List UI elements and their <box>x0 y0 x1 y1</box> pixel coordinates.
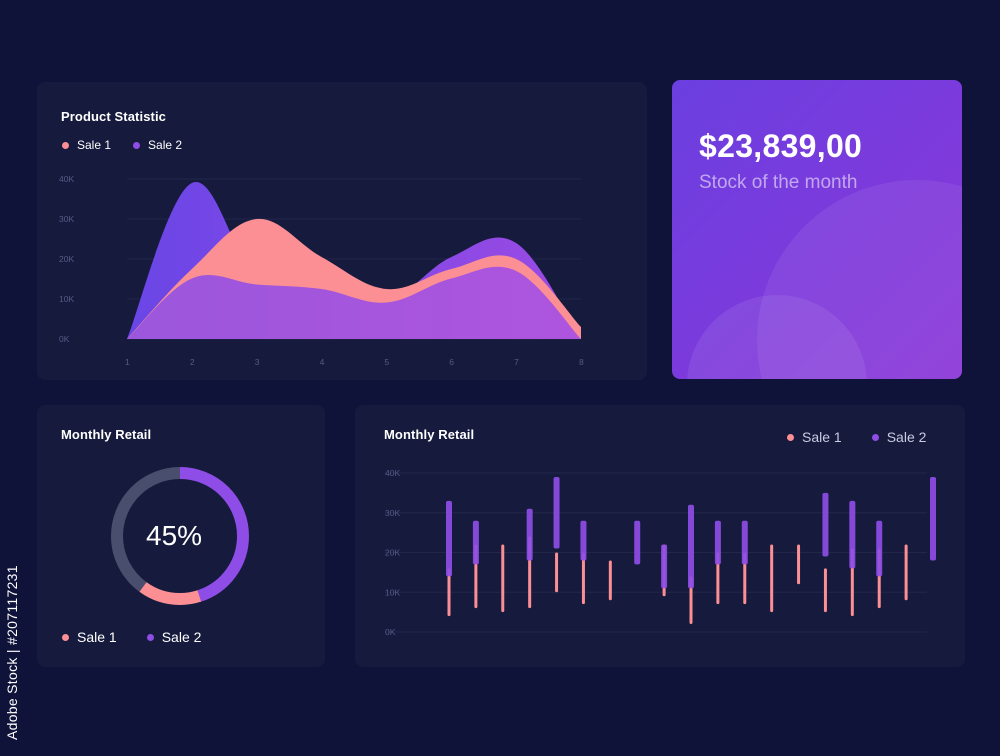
monthly-retail-donut-card: Monthly Retail 45% Sale 1 Sale 2 <box>37 405 325 667</box>
area-x-tick-label: 4 <box>320 357 325 367</box>
bar-sale-2 <box>661 544 668 589</box>
area-y-tick-label: 10K <box>59 294 74 304</box>
area-series-overlap <box>127 266 581 339</box>
donut-legend-label-sale-2: Sale 2 <box>161 629 202 645</box>
monthly-retail-bars-card: Monthly Retail Sale 1 Sale 2 40K 30K 20K 10… <box>355 405 965 667</box>
bars-legend-item-sale-2[interactable]: Sale 2 <box>871 429 927 445</box>
product-statistic-card: Product Statistic Sale 1 Sale 2 40K 30K 20… <box>37 82 647 380</box>
bar-sale-2 <box>930 476 936 561</box>
bar-sale-1 <box>904 544 908 601</box>
bar-y-tick-label: 10K <box>385 587 400 597</box>
legend-item-sale-2[interactable]: Sale 2 <box>133 138 182 152</box>
area-x-tick-label: 6 <box>449 357 454 367</box>
area-x-tick-label: 3 <box>255 357 260 367</box>
bar-sale-1 <box>555 552 559 593</box>
donut-legend-label-sale-1: Sale 1 <box>77 629 117 645</box>
bar-sale-2 <box>634 520 641 565</box>
area-y-tick-label: 20K <box>59 254 74 264</box>
bar-sale-1 <box>797 544 801 585</box>
bar-sale-1 <box>823 568 827 613</box>
donut-legend-item-sale-2[interactable]: Sale 2 <box>146 629 202 645</box>
product-statistic-chart: 40K 30K 20K 10K 0K 1 2 3 4 5 6 7 8 <box>59 174 584 367</box>
legend-dot-sale-2 <box>133 141 141 149</box>
bar-sale-2 <box>472 520 479 565</box>
stock-id-watermark: Adobe Stock | #207117231 <box>4 565 20 740</box>
stock-of-month-card: $23,839,00 Stock of the month <box>672 80 962 379</box>
area-x-tick-label: 1 <box>125 357 130 367</box>
bar-sale-1 <box>581 552 585 605</box>
stock-label: Stock of the month <box>699 172 858 193</box>
stock-value: $23,839,00 <box>699 128 863 164</box>
bar-sale-1 <box>447 568 451 617</box>
donut-legend-dot-sale-1 <box>62 633 69 641</box>
donut-legend-dot-sale-2 <box>146 633 154 641</box>
bar-sale-2 <box>876 520 883 577</box>
bar-y-tick-label: 30K <box>385 508 400 518</box>
monthly-retail-bars-legend: Sale 1 Sale 2 <box>787 429 926 445</box>
bar-sale-1 <box>608 560 612 601</box>
donut-segment-remainder <box>111 467 249 605</box>
area-y-tick-label: 0K <box>59 334 70 344</box>
bar-sale-2 <box>553 476 560 549</box>
area-x-tick-label: 2 <box>190 357 195 367</box>
bar-sale-2 <box>580 520 587 561</box>
bar-sale-2 <box>688 504 694 589</box>
bar-sale-1 <box>743 552 747 605</box>
bar-sale-2 <box>446 500 452 577</box>
monthly-retail-donut-title: Monthly Retail <box>61 427 152 442</box>
monthly-retail-donut-legend: Sale 1 Sale 2 <box>62 629 201 645</box>
legend-label-sale-1: Sale 1 <box>77 138 112 152</box>
area-y-tick-label: 40K <box>59 174 74 184</box>
bar-sale-1 <box>716 552 720 605</box>
bar-y-tick-label: 0K <box>385 627 396 637</box>
area-y-tick-label: 30K <box>59 214 74 224</box>
product-statistic-legend: Sale 1 Sale 2 <box>62 138 182 152</box>
bar-sale-1 <box>770 544 774 613</box>
bars-legend-dot-sale-1 <box>787 433 794 441</box>
monthly-retail-bars-chart: 40K 30K 20K 10K 0K <box>385 468 936 637</box>
bar-y-tick-label: 40K <box>385 468 400 478</box>
donut-legend-item-sale-1[interactable]: Sale 1 <box>62 629 117 645</box>
area-x-tick-label: 7 <box>514 357 519 367</box>
bar-sale-2 <box>714 520 721 565</box>
decor-circle-large <box>757 180 962 379</box>
bar-y-tick-label: 20K <box>385 548 400 558</box>
bar-sale-2 <box>822 492 829 557</box>
donut-percent-label: 45% <box>146 520 203 551</box>
stock-decor-circles <box>687 180 962 379</box>
bars-legend-item-sale-1[interactable]: Sale 1 <box>787 429 842 445</box>
bars-legend-dot-sale-2 <box>871 433 879 441</box>
bar-sale-1 <box>501 544 505 613</box>
product-statistic-title: Product Statistic <box>61 109 166 124</box>
bar-sale-2 <box>849 500 856 569</box>
area-x-tick-label: 5 <box>384 357 389 367</box>
bar-sale-2 <box>526 508 533 561</box>
donut-segment-sale-1 <box>111 467 249 605</box>
legend-dot-sale-1 <box>62 141 69 149</box>
bars-legend-label-sale-2: Sale 2 <box>886 429 927 445</box>
decor-circle-small <box>687 295 867 379</box>
bar-sale-2 <box>741 520 748 565</box>
legend-label-sale-2: Sale 2 <box>148 138 183 152</box>
monthly-retail-donut-chart <box>111 467 249 605</box>
bars-legend-label-sale-1: Sale 1 <box>802 429 842 445</box>
area-x-tick-label: 8 <box>579 357 584 367</box>
legend-item-sale-1[interactable]: Sale 1 <box>62 138 111 152</box>
monthly-retail-bars-title: Monthly Retail <box>384 427 475 442</box>
